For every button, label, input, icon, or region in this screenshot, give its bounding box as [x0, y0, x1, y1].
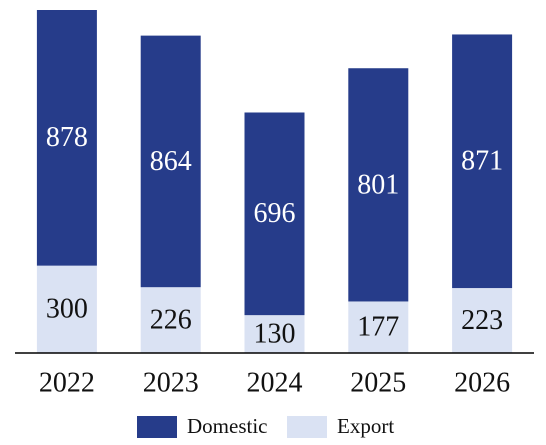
- bar-segment: [244, 315, 305, 353]
- data-label: 300: [46, 294, 88, 325]
- data-label: 226: [150, 305, 192, 336]
- x-tick-label: 2026: [454, 367, 510, 398]
- data-label: 871: [461, 146, 503, 177]
- data-label: 864: [150, 146, 192, 177]
- data-label: 130: [254, 318, 296, 349]
- bar-segment: [244, 112, 305, 316]
- x-tick-label: 2024: [247, 367, 303, 398]
- data-label: 696: [254, 198, 296, 229]
- bar-segment: [36, 265, 97, 353]
- bar-segment: [140, 35, 201, 288]
- x-tick-label: 2023: [143, 367, 199, 398]
- bar-segment: [348, 301, 409, 353]
- legend-label: Export: [337, 414, 394, 438]
- x-tick-label: 2022: [39, 367, 95, 398]
- x-tick-label: 2025: [350, 367, 406, 398]
- data-label: 878: [46, 122, 88, 153]
- data-label: 223: [461, 305, 503, 336]
- legend-swatch: [137, 416, 177, 438]
- data-label: 801: [357, 169, 399, 200]
- bar-segment: [452, 288, 513, 353]
- bar-segment: [452, 34, 513, 289]
- legend-swatch: [287, 416, 327, 438]
- bar-segment: [348, 68, 409, 302]
- bar-segment: [36, 10, 97, 266]
- bar-segment: [140, 287, 201, 353]
- data-label: 177: [357, 312, 399, 343]
- legend-label: Domestic: [187, 414, 267, 438]
